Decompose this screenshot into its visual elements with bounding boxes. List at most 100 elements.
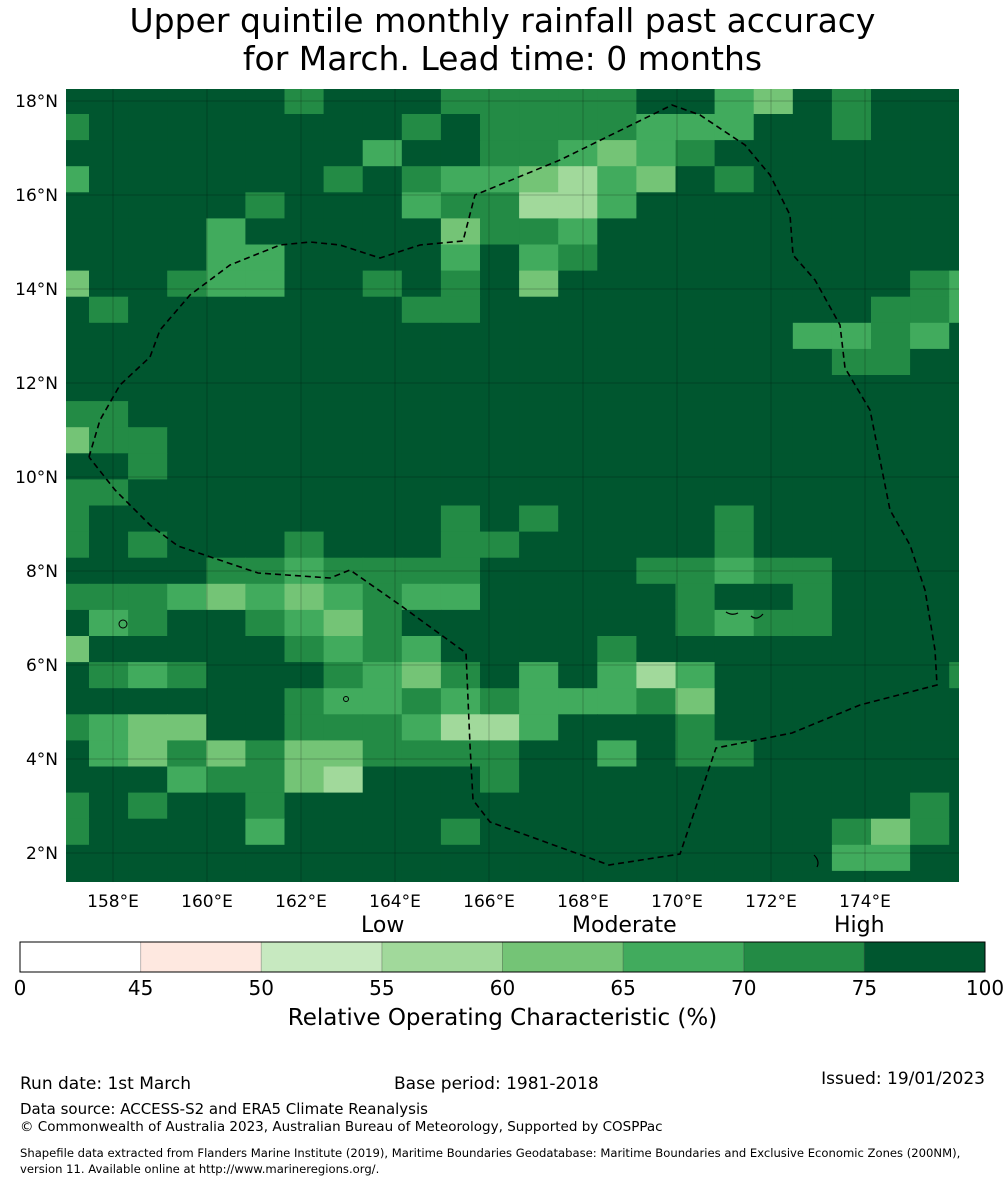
grid-cell [440, 583, 481, 611]
grid-cell [284, 766, 325, 794]
grid-cell [871, 348, 911, 376]
grid-cell [480, 740, 520, 768]
grid-cell [362, 270, 403, 298]
longitude-tick-label: 160°E [181, 892, 233, 912]
grid-cell [636, 322, 677, 350]
grid-cell [949, 453, 959, 480]
grid-cell [440, 818, 481, 846]
grid-cell [323, 531, 364, 559]
grid-cell [871, 427, 911, 454]
grid-cell [753, 740, 794, 768]
grid-cell [831, 766, 872, 794]
grid-cell [753, 296, 794, 324]
grid-cell [480, 348, 520, 376]
grid-cell [440, 740, 481, 768]
grid-cell [284, 166, 325, 193]
grid-cell [871, 375, 911, 402]
grid-cell [949, 401, 959, 428]
grid-cell [167, 557, 207, 585]
grid-cell [284, 453, 325, 480]
grid-cell [284, 636, 325, 663]
grid-cell [167, 870, 207, 882]
grid-cell [597, 192, 637, 219]
grid-cell [714, 348, 755, 376]
grid-cell [675, 270, 716, 298]
grid-cell [480, 479, 520, 507]
issued-date: Issued: 19/01/2023 [821, 1069, 985, 1089]
grid-cell [66, 114, 90, 141]
grid-cell [714, 792, 755, 820]
grid-cell [167, 766, 207, 794]
data-source: Data source: ACCESS-S2 and ERA5 Climate … [20, 1100, 428, 1118]
island-outline [343, 696, 349, 702]
grid-cell [910, 244, 950, 272]
grid-cell [66, 609, 90, 637]
grid-cell [362, 870, 403, 882]
grid-cell [753, 844, 794, 872]
grid-cell [362, 636, 403, 663]
grid-cell [167, 427, 207, 454]
grid-cell [910, 140, 950, 167]
grid-cell [831, 427, 872, 454]
grid-cell [597, 114, 637, 141]
grid-cell [949, 714, 959, 741]
grid-cell [597, 583, 637, 611]
grid-cell [949, 427, 959, 454]
grid-cell [440, 531, 481, 559]
grid-cell [519, 401, 559, 428]
grid-cell [675, 218, 716, 246]
longitude-ticks: 158°E 160°E 162°E 164°E 166°E 168°E 170°E 172°E… [87, 892, 891, 912]
grid-cell [284, 688, 325, 715]
grid-cell [89, 375, 129, 402]
grid-cell [323, 89, 364, 115]
grid-cell [519, 505, 559, 533]
grid-cell [675, 401, 716, 428]
grid-cell [871, 870, 911, 882]
grid-cell [128, 89, 168, 115]
grid-cell [362, 166, 403, 193]
grid-cell [245, 348, 286, 376]
grid-cell [558, 453, 598, 480]
grid-cell [831, 244, 872, 272]
grid-cell [675, 322, 716, 350]
grid-cell [558, 714, 598, 741]
chart-title-line1: Upper quintile monthly rainfall past acc… [129, 1, 876, 40]
latitude-tick-label: 16°N [15, 186, 58, 206]
grid-cell [362, 427, 403, 454]
grid-cell [89, 662, 129, 689]
grid-cell [910, 766, 950, 794]
grid-cell [636, 740, 677, 768]
grid-cell [167, 479, 207, 507]
grid-cell [558, 166, 598, 193]
grid-cell [362, 375, 403, 402]
grid-cell [949, 662, 959, 689]
grid-cell [636, 583, 677, 611]
grid-cell [675, 348, 716, 376]
grid-cell [792, 844, 833, 872]
grid-cell [753, 218, 794, 246]
grid-cell [949, 140, 959, 167]
grid-cell [753, 401, 794, 428]
grid-cell [323, 609, 364, 637]
grid-cell [128, 375, 168, 402]
grid-cell [66, 427, 90, 454]
grid-cell [440, 166, 481, 193]
grid-cell [480, 401, 520, 428]
grid-cell [519, 740, 559, 768]
grid-cell [284, 296, 325, 324]
latitude-tick-label: 4°N [26, 750, 58, 770]
latitude-tick-label: 6°N [26, 656, 58, 676]
grid-cell [792, 870, 833, 882]
grid-cell [753, 270, 794, 298]
grid-cell [362, 322, 403, 350]
grid-cell [871, 583, 911, 611]
grid-cell [89, 792, 129, 820]
grid-cell [831, 296, 872, 324]
run-date: Run date: 1st March [20, 1074, 192, 1094]
longitude-tick-label: 168°E [557, 892, 609, 912]
grid-cell [753, 427, 794, 454]
grid-cell [284, 140, 325, 167]
colorbar-tick-label: 75 [852, 976, 877, 1000]
grid-cell [323, 348, 364, 376]
grid-cell [128, 583, 168, 611]
